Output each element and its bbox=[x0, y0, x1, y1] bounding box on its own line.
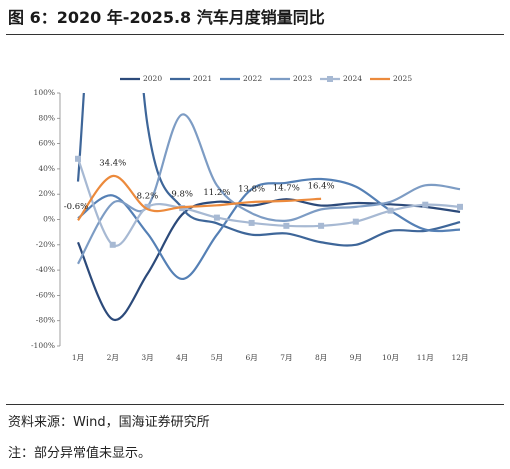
legend-marker bbox=[327, 76, 333, 82]
y-tick-label: -100% bbox=[31, 341, 55, 350]
point-marker bbox=[352, 218, 359, 225]
title-rule bbox=[6, 34, 504, 35]
y-tick-label: -80% bbox=[36, 316, 55, 325]
point-marker bbox=[248, 219, 255, 226]
data-label: 9.8% bbox=[171, 190, 193, 200]
series-line bbox=[77, 177, 461, 281]
point-marker bbox=[283, 222, 290, 229]
y-tick-label: 0% bbox=[43, 215, 55, 224]
point-marker bbox=[213, 214, 220, 221]
x-tick-label: 5月 bbox=[211, 353, 223, 362]
data-label: 16.4% bbox=[308, 181, 335, 191]
x-tick-label: 7月 bbox=[280, 353, 292, 362]
data-label: -0.6% bbox=[64, 202, 88, 212]
legend-label: 2025 bbox=[393, 74, 412, 83]
plot-area bbox=[75, 93, 463, 321]
x-tick-label: 9月 bbox=[350, 353, 362, 362]
legend-label: 2020 bbox=[143, 74, 162, 83]
legend-label: 2023 bbox=[293, 74, 312, 83]
x-tick-label: 8月 bbox=[315, 353, 327, 362]
y-tick-label: 80% bbox=[38, 113, 55, 122]
point-marker bbox=[144, 203, 151, 210]
y-tick-label: -60% bbox=[36, 290, 55, 299]
note: 注：部分异常值未显示。 bbox=[8, 446, 152, 461]
y-tick-label: 20% bbox=[38, 189, 55, 198]
y-tick-label: -40% bbox=[36, 265, 55, 274]
y-tick-label: 60% bbox=[38, 139, 55, 148]
point-marker bbox=[109, 241, 116, 248]
chart-title: 图 6：2020 年-2025.8 汽车月度销量同比 bbox=[8, 8, 325, 27]
y-tick-label: 100% bbox=[34, 88, 55, 97]
x-tick-label: 4月 bbox=[176, 353, 188, 362]
legend-label: 2022 bbox=[243, 74, 262, 83]
y-tick-label: 40% bbox=[38, 164, 55, 173]
data-label: 13.8% bbox=[238, 185, 265, 195]
x-tick-label: 2月 bbox=[107, 353, 119, 362]
x-tick-label: 3月 bbox=[141, 353, 153, 362]
x-tick-label: 12月 bbox=[451, 353, 468, 362]
data-label: 14.7% bbox=[273, 183, 300, 193]
x-tick-label: 11月 bbox=[417, 353, 434, 362]
series-line bbox=[77, 174, 322, 221]
legend-label: 2021 bbox=[193, 74, 212, 83]
data-label: 34.4% bbox=[99, 158, 126, 168]
source-rule bbox=[6, 404, 504, 405]
series-line bbox=[76, 93, 461, 247]
data-label: 11.2% bbox=[203, 188, 230, 198]
y-tick-label: -20% bbox=[36, 240, 55, 249]
point-marker bbox=[318, 222, 325, 229]
legend-label: 2024 bbox=[343, 74, 362, 83]
source: 资料来源：Wind，国海证券研究所 bbox=[8, 415, 210, 430]
chart: -100% -80% -60% -40% -20% 0% 20% 40% 60% 80% 100% 1… bbox=[31, 74, 469, 362]
x-tick-label: 10月 bbox=[382, 353, 399, 362]
point-marker bbox=[387, 207, 394, 214]
series-line bbox=[76, 198, 461, 321]
point-marker bbox=[75, 155, 81, 162]
series-line bbox=[77, 113, 461, 265]
point-marker bbox=[457, 203, 463, 210]
data-label: 8.2% bbox=[137, 192, 159, 202]
x-tick-label: 6月 bbox=[245, 353, 257, 362]
x-tick-label: 1月 bbox=[72, 353, 84, 362]
point-marker bbox=[422, 201, 429, 208]
